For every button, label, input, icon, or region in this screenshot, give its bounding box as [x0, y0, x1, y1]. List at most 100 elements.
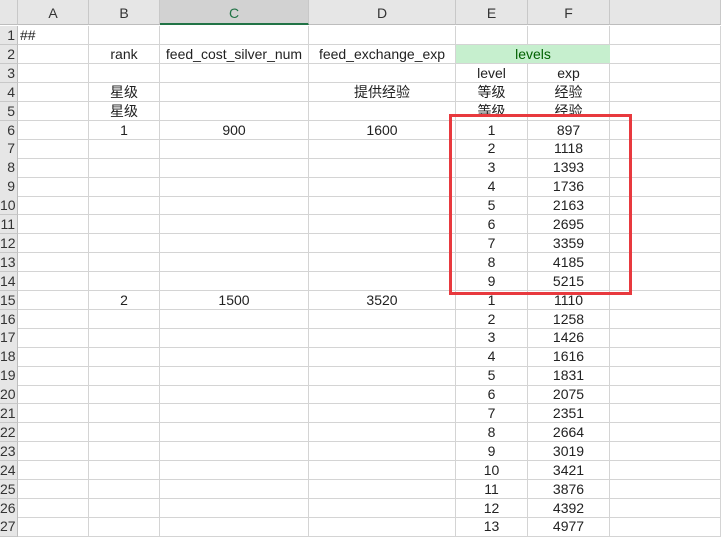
row-header[interactable]: 22 [0, 422, 18, 443]
cell-d3[interactable] [309, 63, 456, 84]
cell-b13[interactable] [89, 252, 160, 273]
cell-a14[interactable] [18, 271, 89, 292]
cell-d19[interactable] [309, 366, 456, 386]
cell-b8[interactable] [89, 158, 160, 178]
cell-a2[interactable] [18, 44, 89, 65]
cell-d11[interactable] [309, 215, 456, 235]
cell-f5[interactable]: 经验 [528, 101, 610, 121]
cell-a1[interactable]: ## [18, 26, 89, 46]
cell-e21[interactable]: 7 [456, 404, 528, 424]
column-header-b[interactable]: B [89, 0, 160, 25]
cell-g27[interactable] [610, 517, 721, 537]
cell-e24[interactable]: 10 [456, 460, 528, 481]
cell-d26[interactable] [309, 498, 456, 518]
cell-f1[interactable] [528, 26, 610, 46]
row-header[interactable]: 12 [0, 233, 18, 254]
cell-b20[interactable] [89, 385, 160, 405]
cell-a20[interactable] [18, 385, 89, 405]
cell-e1[interactable] [456, 26, 528, 46]
cell-a9[interactable] [18, 177, 89, 197]
row-header[interactable]: 27 [0, 517, 18, 537]
cell-f11[interactable]: 2695 [528, 215, 610, 235]
row-header[interactable]: 17 [0, 328, 18, 348]
row-header[interactable]: 24 [0, 460, 18, 481]
cell-a7[interactable] [18, 139, 89, 159]
cell-c18[interactable] [160, 347, 309, 367]
row-header[interactable]: 10 [0, 196, 18, 216]
cell-a22[interactable] [18, 422, 89, 443]
cell-e20[interactable]: 6 [456, 385, 528, 405]
cell-d9[interactable] [309, 177, 456, 197]
cell-g13[interactable] [610, 252, 721, 273]
cell-c23[interactable] [160, 441, 309, 462]
cell-f25[interactable]: 3876 [528, 479, 610, 499]
cell-b18[interactable] [89, 347, 160, 367]
cell-a13[interactable] [18, 252, 89, 273]
cell-e14[interactable]: 9 [456, 271, 528, 292]
row-header[interactable]: 14 [0, 271, 18, 292]
cell-b25[interactable] [89, 479, 160, 499]
row-header[interactable]: 21 [0, 404, 18, 424]
cell-e11[interactable]: 6 [456, 215, 528, 235]
row-header[interactable]: 1 [0, 26, 18, 46]
cell-a26[interactable] [18, 498, 89, 518]
cell-f24[interactable]: 3421 [528, 460, 610, 481]
cell-c4[interactable] [160, 82, 309, 103]
cell-b11[interactable] [89, 215, 160, 235]
cell-d8[interactable] [309, 158, 456, 178]
cell-b2[interactable]: rank [89, 44, 160, 65]
cell-g23[interactable] [610, 441, 721, 462]
row-header[interactable]: 26 [0, 498, 18, 518]
cell-c11[interactable] [160, 215, 309, 235]
cell-a19[interactable] [18, 366, 89, 386]
cell-e8[interactable]: 3 [456, 158, 528, 178]
cell-e3[interactable]: level [456, 63, 528, 84]
cell-c5[interactable] [160, 101, 309, 121]
cell-b3[interactable] [89, 63, 160, 84]
cell-g22[interactable] [610, 422, 721, 443]
cell-f27[interactable]: 4977 [528, 517, 610, 537]
cell-c14[interactable] [160, 271, 309, 292]
cell-c24[interactable] [160, 460, 309, 481]
cell-g6[interactable] [610, 120, 721, 140]
row-header[interactable]: 18 [0, 347, 18, 367]
cell-e6[interactable]: 1 [456, 120, 528, 140]
cell-c2[interactable]: feed_cost_silver_num [160, 44, 309, 65]
cell-b15[interactable]: 2 [89, 290, 160, 310]
cell-d24[interactable] [309, 460, 456, 481]
cell-f13[interactable]: 4185 [528, 252, 610, 273]
cell-a21[interactable] [18, 404, 89, 424]
cell-c22[interactable] [160, 422, 309, 443]
row-header[interactable]: 15 [0, 290, 18, 310]
row-header[interactable]: 6 [0, 120, 18, 140]
cell-c21[interactable] [160, 404, 309, 424]
cell-b27[interactable] [89, 517, 160, 537]
cell-c6[interactable]: 900 [160, 120, 309, 140]
cell-f26[interactable]: 4392 [528, 498, 610, 518]
cell-f12[interactable]: 3359 [528, 233, 610, 254]
cell-c16[interactable] [160, 309, 309, 329]
row-header[interactable]: 25 [0, 479, 18, 499]
row-header[interactable]: 19 [0, 366, 18, 386]
cell-a17[interactable] [18, 328, 89, 348]
cell-g20[interactable] [610, 385, 721, 405]
cell-f9[interactable]: 1736 [528, 177, 610, 197]
cell-a12[interactable] [18, 233, 89, 254]
cell-b14[interactable] [89, 271, 160, 292]
cell-d22[interactable] [309, 422, 456, 443]
cell-c7[interactable] [160, 139, 309, 159]
cell-a6[interactable] [18, 120, 89, 140]
cell-d21[interactable] [309, 404, 456, 424]
cell-c13[interactable] [160, 252, 309, 273]
row-header[interactable]: 5 [0, 101, 18, 121]
column-header-e[interactable]: E [456, 0, 528, 25]
row-header[interactable]: 9 [0, 177, 18, 197]
cell-a16[interactable] [18, 309, 89, 329]
cell-c17[interactable] [160, 328, 309, 348]
column-header-f[interactable]: F [528, 0, 610, 25]
cell-g12[interactable] [610, 233, 721, 254]
cell-f23[interactable]: 3019 [528, 441, 610, 462]
cell-a27[interactable] [18, 517, 89, 537]
row-header[interactable]: 2 [0, 44, 18, 65]
